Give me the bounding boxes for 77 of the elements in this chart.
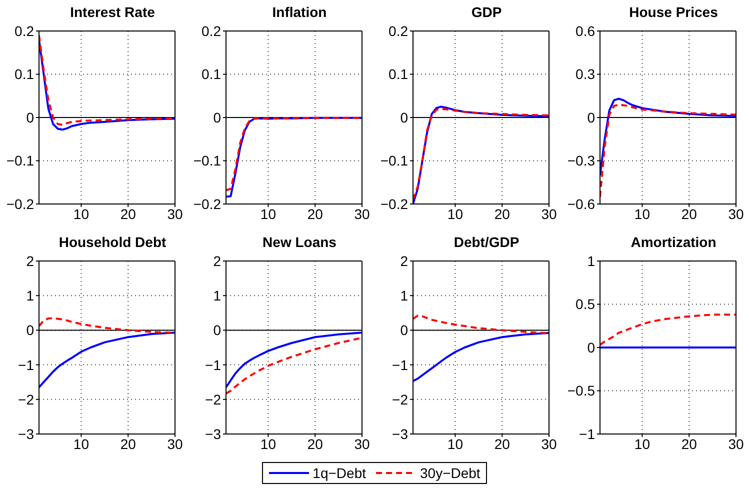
x-tick-label: 30 xyxy=(354,206,370,222)
x-tick-label: 20 xyxy=(120,206,136,222)
y-tick-label: 0.2 xyxy=(202,22,222,39)
chart-title: House Prices xyxy=(628,3,719,22)
x-tick-label: 10 xyxy=(634,436,650,452)
y-tick-label: 0 xyxy=(400,322,408,338)
y-tick-label: 2 xyxy=(213,252,222,269)
y-tick-label: −0.5 xyxy=(567,382,596,399)
y-tick-label: −0.1 xyxy=(193,152,222,169)
y-tick-label: −1 xyxy=(18,356,34,373)
y-tick-label: 1 xyxy=(587,252,596,269)
y-tick-label: −3 xyxy=(205,426,222,442)
y-tick-label: −0.2 xyxy=(193,196,222,212)
x-tick-label: 20 xyxy=(681,436,698,452)
x-tick-label: 30 xyxy=(354,436,370,452)
x-tick-label: 30 xyxy=(167,436,183,452)
y-tick-label: 1 xyxy=(26,288,34,304)
y-tick-label: −0.6 xyxy=(567,196,596,212)
chart-title: Debt/GDP xyxy=(452,233,520,252)
x-tick-label: 10 xyxy=(73,206,90,222)
chart-title: Amortization xyxy=(630,233,718,252)
x-tick-label: 10 xyxy=(634,206,650,222)
y-tick-label: −1 xyxy=(392,356,408,373)
y-tick-label: −3 xyxy=(18,426,34,442)
y-tick-label: 0.1 xyxy=(14,66,34,82)
x-tick-label: 10 xyxy=(260,206,276,222)
y-tick-label: 0.6 xyxy=(576,22,596,39)
chart-title: Household Debt xyxy=(58,233,168,252)
x-tick-label: 20 xyxy=(307,206,324,222)
x-tick-label: 10 xyxy=(260,436,276,452)
y-tick-label: 0.1 xyxy=(202,66,222,82)
chart-title: New Loans xyxy=(262,233,338,252)
y-tick-label: 0.2 xyxy=(388,22,408,39)
y-tick-label: 0 xyxy=(26,322,34,338)
legend-label: 30y−Debt xyxy=(420,465,480,481)
y-tick-label: −2 xyxy=(18,391,34,408)
y-tick-label: 0 xyxy=(587,339,596,356)
y-tick-label: −0.2 xyxy=(6,196,34,212)
y-tick-label: −0.2 xyxy=(380,196,408,212)
x-tick-label: 30 xyxy=(167,206,183,222)
legend-label: 1q−Debt xyxy=(312,465,366,481)
y-tick-label: −1 xyxy=(579,426,596,442)
y-tick-label: −0.3 xyxy=(567,152,596,169)
x-tick-label: 20 xyxy=(120,436,136,452)
y-tick-label: −0.1 xyxy=(380,152,408,169)
y-tick-label: 2 xyxy=(400,252,408,269)
x-tick-label: 10 xyxy=(447,436,464,452)
chart-title: Interest Rate xyxy=(69,3,156,22)
x-tick-label: 10 xyxy=(73,436,90,452)
x-tick-label: 20 xyxy=(494,206,510,222)
y-tick-label: 1 xyxy=(400,288,408,304)
y-tick-label: 0.2 xyxy=(14,22,34,39)
x-tick-label: 10 xyxy=(447,206,464,222)
y-tick-label: 0 xyxy=(587,109,596,126)
y-tick-label: 0 xyxy=(26,109,34,126)
y-tick-label: 0.3 xyxy=(576,66,596,82)
x-tick-label: 20 xyxy=(681,206,698,222)
y-tick-label: 0 xyxy=(213,109,222,126)
y-tick-label: −2 xyxy=(205,391,222,408)
x-tick-label: 30 xyxy=(541,206,557,222)
chart-title: GDP xyxy=(470,3,503,22)
chart-title: Inflation xyxy=(271,3,328,22)
y-tick-label: 2 xyxy=(26,252,34,269)
y-tick-label: 0 xyxy=(400,109,408,126)
y-tick-label: 0 xyxy=(213,322,222,338)
x-tick-label: 30 xyxy=(728,206,744,222)
y-tick-label: 1 xyxy=(213,288,222,304)
y-tick-label: 0.5 xyxy=(576,296,596,312)
x-tick-label: 20 xyxy=(307,436,324,452)
y-tick-label: 0.1 xyxy=(388,66,408,82)
y-tick-label: −0.1 xyxy=(6,152,34,169)
x-tick-label: 30 xyxy=(541,436,557,452)
y-tick-label: −1 xyxy=(205,356,222,373)
x-tick-label: 30 xyxy=(728,436,744,452)
y-tick-label: −3 xyxy=(392,426,408,442)
x-tick-label: 20 xyxy=(494,436,510,452)
y-tick-label: −2 xyxy=(392,391,408,408)
